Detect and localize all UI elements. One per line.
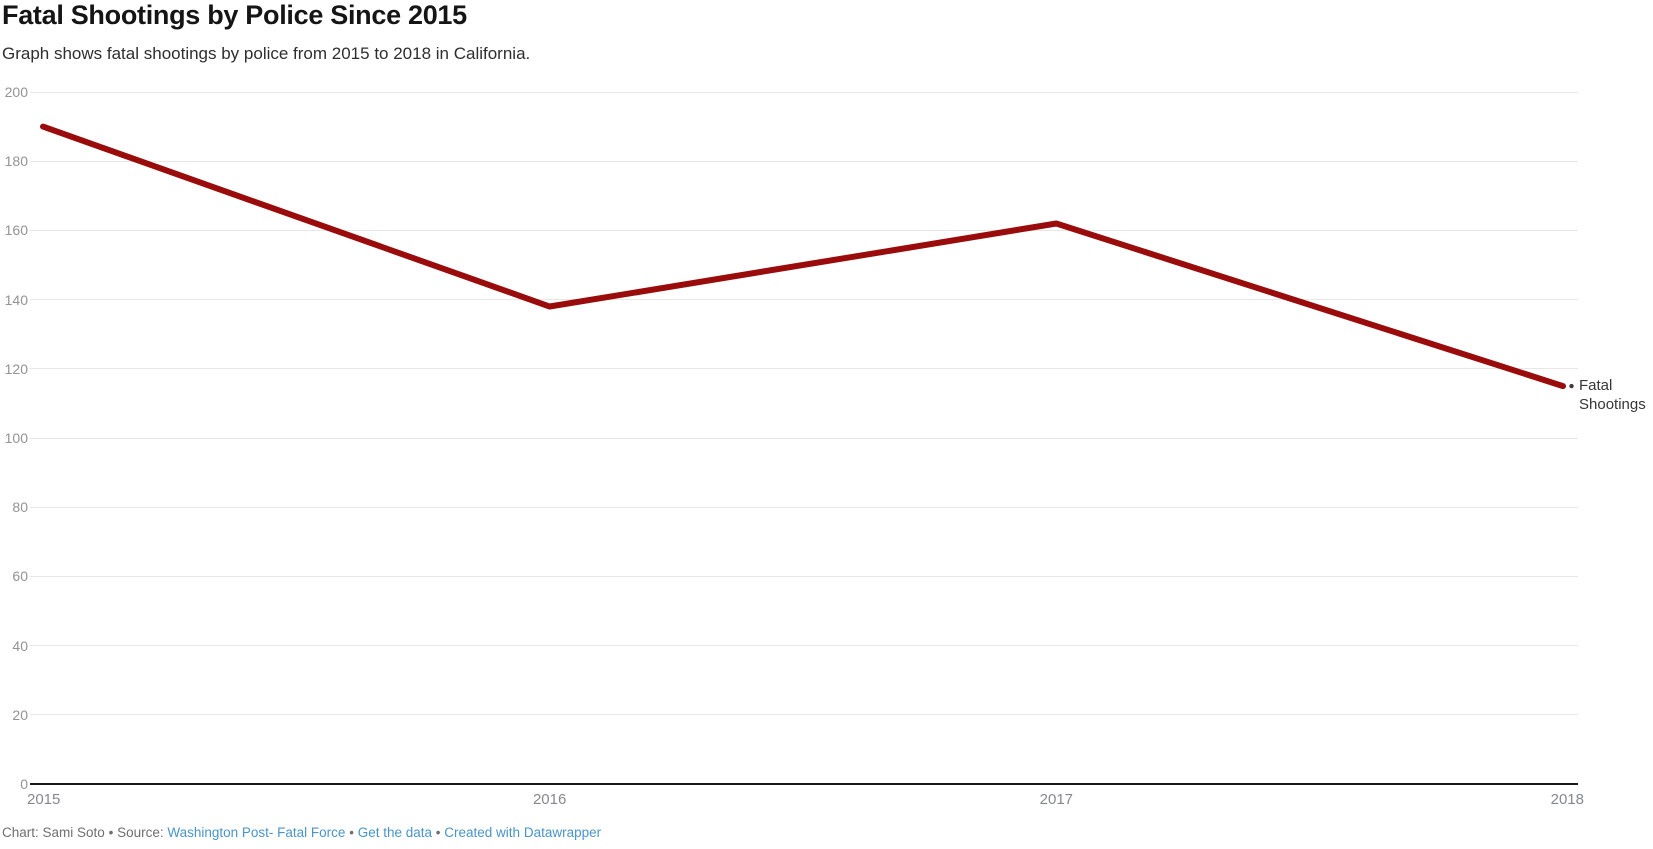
footer-separator: • xyxy=(349,825,354,840)
y-axis-tick-label: 180 xyxy=(4,153,28,170)
source-prefix: Source: xyxy=(117,825,164,840)
created-with-datawrapper-link[interactable]: Created with Datawrapper xyxy=(444,825,602,840)
y-axis-tick-label: 200 xyxy=(4,84,28,100)
y-axis-tick-label: 160 xyxy=(4,222,28,239)
series-label: Fatal Shootings xyxy=(1579,377,1646,413)
y-axis-tick-label: 0 xyxy=(20,776,28,792)
x-axis-tick-label: 2016 xyxy=(532,791,567,808)
gridline xyxy=(30,714,1578,716)
source-link[interactable]: Washington Post- Fatal Force xyxy=(167,825,346,840)
gridline xyxy=(30,368,1578,370)
y-axis-tick-label: 80 xyxy=(12,499,28,516)
y-axis-tick-label: 140 xyxy=(4,291,28,308)
x-axis-tick-label: 2017 xyxy=(1039,791,1074,808)
x-axis-tick-label: 2015 xyxy=(27,791,61,808)
get-the-data-link[interactable]: Get the data xyxy=(357,825,433,840)
gridline xyxy=(30,437,1578,439)
chart-title: Fatal Shootings by Police Since 2015 xyxy=(2,0,467,30)
chart-subtitle: Graph shows fatal shootings by police fr… xyxy=(2,44,531,63)
x-axis-baseline xyxy=(30,783,1578,785)
x-axis-tick-label: 2018 xyxy=(1550,791,1584,808)
gridline xyxy=(30,91,1578,93)
gridline xyxy=(30,645,1578,647)
chart-credit: Chart: Sami Soto xyxy=(2,825,105,840)
y-axis-tick-label: 20 xyxy=(12,706,28,723)
footer-separator: • xyxy=(435,825,441,840)
gridline xyxy=(30,160,1578,162)
y-axis-tick-label: 120 xyxy=(4,360,28,377)
gridline xyxy=(30,506,1578,508)
label-leader-dot xyxy=(1569,383,1574,389)
gridline xyxy=(30,299,1578,301)
gridline xyxy=(30,229,1578,231)
chart-footer: Chart: Sami Soto • Source: Washington Po… xyxy=(2,825,601,840)
gridline xyxy=(30,575,1578,577)
y-axis-tick-label: 100 xyxy=(4,430,28,446)
y-axis-tick-label: 40 xyxy=(12,637,28,654)
data-line xyxy=(40,123,1566,390)
footer-separator: • xyxy=(108,825,114,840)
y-axis-tick-label: 60 xyxy=(12,568,28,585)
